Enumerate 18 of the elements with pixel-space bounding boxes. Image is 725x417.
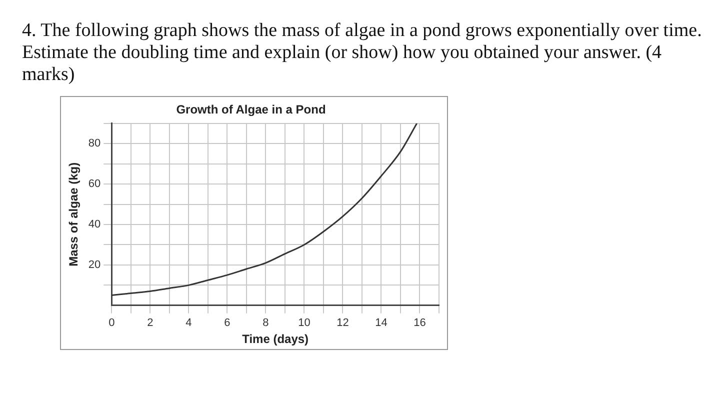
y-axis-title: Mass of algae (kg)	[66, 162, 81, 266]
x-tick-label: 2	[147, 317, 154, 330]
y-tick-label: 80	[88, 138, 101, 150]
y-tick-label: 60	[88, 178, 101, 190]
x-tick-label: 0	[108, 317, 115, 330]
x-tick-label: 8	[262, 317, 269, 330]
line-series	[112, 123, 418, 296]
x-tick-label: 16	[414, 317, 426, 330]
chart-title: Growth of Algae in a Pond	[176, 102, 326, 117]
x-tick-label: 10	[298, 317, 310, 330]
text: 4. The following graph shows the mass of algae in a pond grows exponentially over time. Estimate the doubling time and explain (or show) how you obtained your answer. (4 marks)	[22, 20, 702, 86]
y-tick-label: 40	[88, 218, 101, 231]
x-tick-label: 14	[375, 317, 388, 330]
x-tick-label: 6	[224, 317, 230, 330]
x-tick-label: 12	[336, 317, 349, 330]
x-tick-label: 4	[186, 317, 192, 330]
x-axis-title: Time (days)	[242, 332, 309, 346]
y-tick-label: 20	[88, 258, 101, 271]
